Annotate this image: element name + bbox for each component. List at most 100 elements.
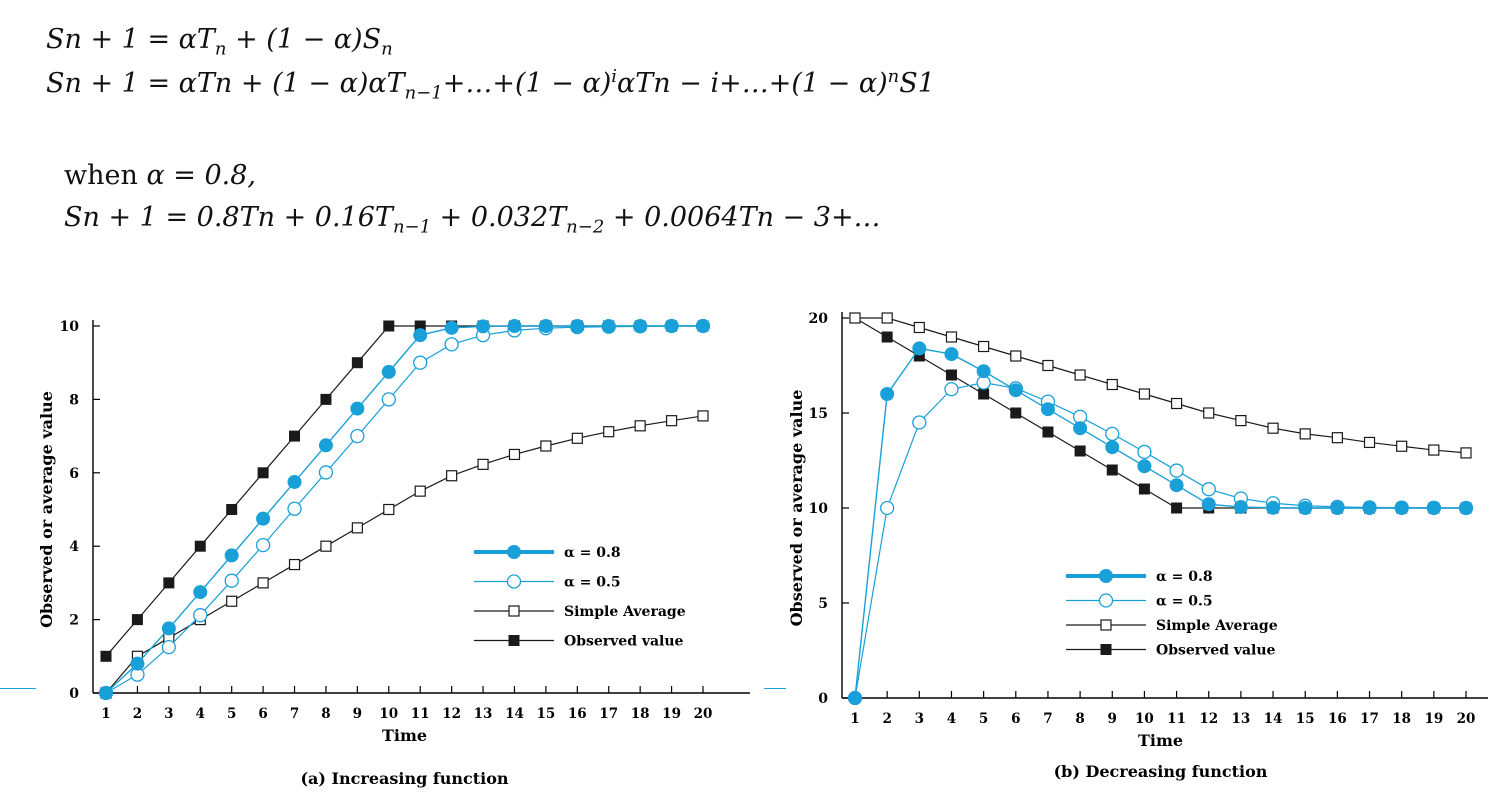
data-point	[1460, 447, 1472, 459]
data-point	[697, 410, 709, 422]
formula-2-a: αTn + (1 − α)αT	[178, 68, 405, 99]
x-tick-label: 11	[411, 706, 430, 722]
data-point	[1008, 383, 1023, 398]
legend-label: Observed value	[1156, 643, 1276, 659]
data-point	[320, 540, 332, 552]
legend-label: Simple Average	[564, 604, 686, 620]
data-point	[1010, 407, 1022, 419]
data-point	[318, 465, 334, 480]
formula-2-a-sub: n−1	[404, 82, 443, 104]
legend: α = 0.8 α = 0.5 Simple Average Observed val…	[474, 545, 686, 650]
data-point	[226, 504, 238, 515]
data-point	[257, 467, 269, 479]
y-axis-title: Observed or average value	[37, 391, 56, 628]
data-point	[1363, 436, 1376, 449]
series-simple-average	[849, 312, 1472, 459]
data-point	[1459, 501, 1473, 515]
data-point	[1203, 407, 1215, 419]
y-tick-label: 10	[60, 319, 80, 335]
data-point	[414, 485, 426, 497]
x-tick-label: 9	[353, 706, 362, 722]
data-point	[945, 369, 957, 381]
legend-marker	[1099, 569, 1113, 583]
x-tick-label: 12	[1199, 711, 1218, 727]
x-tick-label: 6	[258, 706, 267, 722]
chart-caption: (a) Increasing function	[300, 769, 508, 788]
x-tick-label: 19	[1424, 711, 1443, 727]
data-point	[163, 577, 175, 589]
y-tick-label: 6	[69, 466, 79, 482]
formula-line-2: Sn + 1 = αTn + (1 − α)αTn−1+…+(1 − α)iαT…	[46, 66, 935, 104]
data-point	[945, 331, 958, 343]
x-tick-label: 9	[1108, 711, 1117, 727]
formula-4-a-sub: n−1	[392, 216, 432, 238]
data-point	[1042, 359, 1054, 372]
data-point	[603, 426, 615, 438]
data-point	[880, 387, 895, 401]
y-tick-label: 0	[69, 686, 79, 702]
data-point	[912, 341, 927, 356]
data-point	[1105, 426, 1120, 442]
x-tick-label: 8	[1075, 711, 1084, 727]
x-tick-label: 13	[474, 706, 493, 722]
data-point	[1233, 500, 1248, 515]
data-point	[538, 319, 553, 333]
slide-divider-right	[764, 688, 786, 689]
y-tick-label: 2	[69, 613, 79, 629]
x-axis-title: Time	[1138, 731, 1183, 750]
legend-marker	[506, 574, 522, 589]
formula-1-rest: + (1 − α)S	[226, 24, 382, 55]
data-point	[131, 614, 143, 626]
data-point	[849, 312, 861, 324]
data-point	[633, 319, 648, 333]
x-tick-label: 13	[1231, 711, 1250, 727]
data-point	[944, 347, 959, 362]
data-point	[1201, 482, 1216, 497]
data-point	[634, 420, 646, 432]
data-point	[540, 440, 552, 452]
x-tick-label: 16	[568, 706, 587, 722]
formula-3-alpha: α = 0.8,	[146, 160, 256, 191]
data-point	[1171, 502, 1183, 514]
formula-4-a: 0.8Tn + 0.16T	[196, 202, 393, 233]
data-point	[1169, 463, 1184, 478]
data-point	[1169, 478, 1184, 493]
data-point	[880, 500, 895, 516]
legend-label: Simple Average	[1156, 618, 1278, 634]
data-point	[226, 595, 238, 607]
formula-2-lhs: Sn + 1	[46, 68, 139, 99]
data-point	[287, 501, 302, 516]
data-point	[287, 474, 302, 489]
data-point	[1010, 350, 1022, 362]
data-point	[1138, 483, 1150, 495]
data-point	[570, 319, 585, 333]
data-point	[351, 357, 363, 369]
data-point	[224, 548, 239, 563]
data-point	[413, 355, 428, 370]
y-tick-label: 15	[809, 406, 828, 422]
x-tick-label: 2	[133, 706, 142, 722]
data-point	[881, 312, 893, 324]
slide-divider-left	[0, 688, 36, 689]
x-tick-label: 6	[1011, 711, 1020, 727]
data-point	[881, 331, 893, 343]
data-point	[1105, 440, 1120, 455]
data-point	[508, 448, 521, 461]
data-point	[224, 573, 239, 588]
data-point	[1074, 369, 1086, 381]
x-tick-label: 1	[850, 711, 859, 727]
x-axis-title: Time	[382, 726, 427, 745]
data-point	[1106, 464, 1118, 476]
legend-label: α = 0.8	[564, 545, 621, 561]
x-tick-label: 8	[321, 706, 330, 722]
data-point	[1137, 459, 1152, 474]
data-point	[1138, 388, 1151, 400]
formula-3-when: when	[64, 160, 147, 191]
data-point	[1428, 444, 1440, 456]
legend-marker	[1098, 593, 1114, 608]
x-tick-label: 20	[694, 706, 713, 722]
data-point	[664, 319, 679, 333]
x-tick-label: 11	[1167, 711, 1186, 727]
formula-1-lhs: Sn + 1	[46, 24, 139, 55]
data-point	[1074, 445, 1086, 457]
